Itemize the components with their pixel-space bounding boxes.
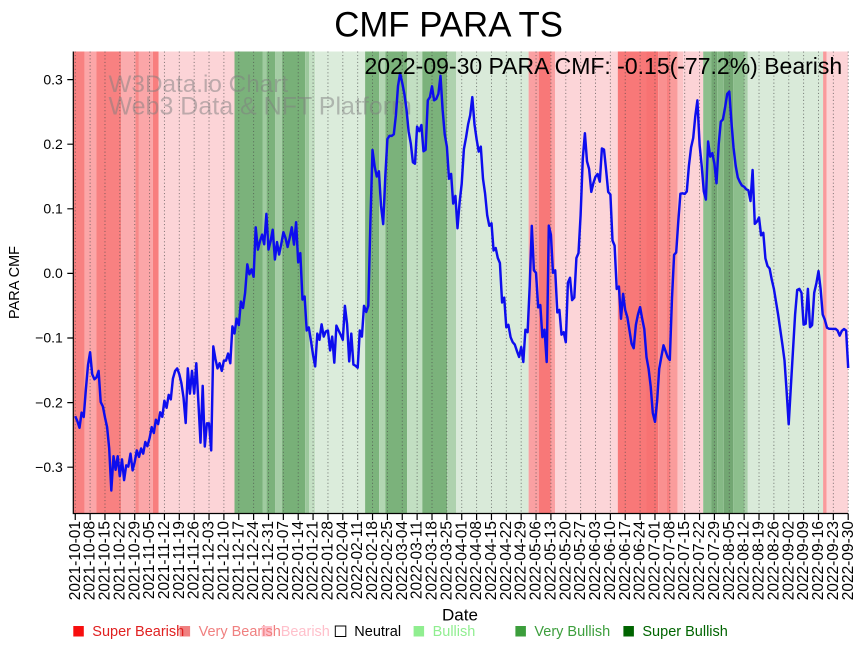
svg-text:2021-10-15: 2021-10-15: [97, 521, 114, 600]
svg-text:2022-06-03: 2022-06-03: [587, 521, 604, 600]
svg-text:Very Bearish: Very Bearish: [199, 624, 281, 640]
svg-text:2021-11-19: 2021-11-19: [171, 521, 188, 599]
svg-text:−0.2: −0.2: [35, 394, 63, 410]
svg-text:2022-07-22: 2022-07-22: [691, 521, 708, 600]
svg-text:2022-07-29: 2022-07-29: [706, 521, 723, 600]
svg-text:2022-04-08: 2022-04-08: [468, 521, 485, 600]
svg-text:2021-10-08: 2021-10-08: [82, 521, 99, 600]
svg-text:2022-04-29: 2022-04-29: [513, 521, 530, 600]
svg-text:2022-08-19: 2022-08-19: [751, 521, 768, 600]
svg-text:2022-06-10: 2022-06-10: [602, 521, 619, 601]
svg-text:0.2: 0.2: [43, 136, 63, 152]
svg-text:2022-08-26: 2022-08-26: [765, 521, 782, 600]
svg-text:2022-09-02: 2022-09-02: [780, 521, 797, 600]
svg-text:2022-07-15: 2022-07-15: [676, 521, 693, 600]
svg-text:2022-09-30 PARA CMF: -0.15(-77: 2022-09-30 PARA CMF: -0.15(-77.2%) Beari…: [365, 53, 843, 79]
svg-text:2022-08-12: 2022-08-12: [736, 521, 753, 600]
svg-text:Web3 Data & NFT Platform: Web3 Data & NFT Platform: [109, 93, 412, 121]
svg-text:2022-09-09: 2022-09-09: [795, 521, 812, 600]
svg-text:0.1: 0.1: [43, 201, 63, 217]
svg-text:−0.3: −0.3: [35, 459, 63, 475]
svg-text:0.3: 0.3: [43, 71, 63, 87]
svg-text:2022-03-04: 2022-03-04: [394, 521, 411, 601]
svg-text:2021-10-22: 2021-10-22: [111, 521, 128, 600]
svg-text:2022-05-20: 2022-05-20: [557, 521, 574, 601]
svg-text:2022-02-18: 2022-02-18: [364, 521, 381, 600]
svg-text:2022-05-06: 2022-05-06: [528, 521, 545, 600]
svg-text:PARA CMF: PARA CMF: [7, 246, 23, 319]
svg-text:2022-02-11: 2022-02-11: [349, 521, 366, 599]
svg-text:2021-10-01: 2021-10-01: [67, 521, 84, 600]
svg-text:0.0: 0.0: [43, 265, 63, 281]
svg-text:Super Bearish: Super Bearish: [92, 624, 184, 640]
svg-text:2021-12-03: 2021-12-03: [201, 521, 218, 600]
svg-text:2022-02-25: 2022-02-25: [379, 521, 396, 600]
svg-text:−0.1: −0.1: [35, 330, 63, 346]
svg-text:2021-12-31: 2021-12-31: [260, 521, 277, 600]
svg-text:2022-06-17: 2022-06-17: [617, 521, 634, 600]
svg-text:2022-08-05: 2022-08-05: [721, 521, 738, 600]
svg-text:Bearish: Bearish: [281, 624, 330, 640]
svg-text:2022-05-13: 2022-05-13: [542, 521, 559, 600]
svg-text:2022-03-25: 2022-03-25: [438, 521, 455, 600]
svg-text:2022-04-22: 2022-04-22: [498, 521, 515, 600]
svg-text:2022-01-14: 2022-01-14: [290, 521, 307, 601]
svg-text:2021-12-10: 2021-12-10: [215, 521, 232, 601]
svg-text:2022-09-16: 2022-09-16: [810, 521, 827, 600]
svg-text:2022-04-15: 2022-04-15: [483, 521, 500, 600]
svg-text:2021-12-17: 2021-12-17: [230, 521, 247, 600]
svg-text:Super Bullish: Super Bullish: [642, 624, 727, 640]
svg-text:2021-11-05: 2021-11-05: [141, 521, 158, 599]
svg-text:2021-11-12: 2021-11-12: [156, 521, 173, 599]
svg-text:Neutral: Neutral: [354, 624, 401, 640]
svg-text:2022-01-28: 2022-01-28: [320, 521, 337, 600]
svg-text:2022-09-30: 2022-09-30: [840, 521, 857, 601]
svg-text:2022-07-08: 2022-07-08: [661, 521, 678, 600]
svg-text:2022-02-04: 2022-02-04: [334, 521, 351, 601]
svg-text:2021-12-24: 2021-12-24: [245, 521, 262, 601]
svg-text:Bullish: Bullish: [433, 624, 476, 640]
svg-text:W3Data.io Chart: W3Data.io Chart: [109, 71, 289, 98]
svg-text:2022-01-07: 2022-01-07: [275, 521, 292, 600]
svg-text:2022-04-01: 2022-04-01: [453, 521, 470, 600]
svg-text:2022-06-24: 2022-06-24: [632, 521, 649, 601]
svg-text:2022-05-27: 2022-05-27: [572, 521, 589, 600]
svg-text:2022-01-21: 2022-01-21: [305, 521, 322, 600]
svg-text:Very Bullish: Very Bullish: [534, 624, 610, 640]
svg-text:2021-10-29: 2021-10-29: [126, 521, 143, 600]
svg-text:CMF PARA TS: CMF PARA TS: [334, 6, 563, 45]
svg-text:2022-07-01: 2022-07-01: [647, 521, 664, 600]
svg-text:2021-11-26: 2021-11-26: [186, 521, 203, 599]
svg-text:Date: Date: [442, 606, 478, 625]
svg-text:2022-03-11: 2022-03-11: [409, 521, 426, 599]
svg-text:2022-03-18: 2022-03-18: [424, 521, 441, 600]
svg-text:2022-09-23: 2022-09-23: [825, 521, 842, 600]
